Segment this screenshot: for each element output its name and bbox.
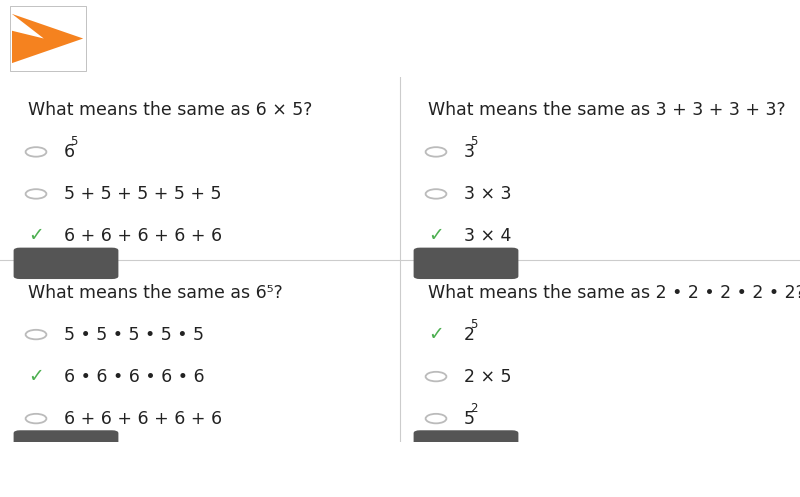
- Text: 3: 3: [464, 143, 475, 161]
- Text: What means the same as 6⁵?: What means the same as 6⁵?: [28, 284, 282, 302]
- Text: 3 × 3: 3 × 3: [464, 185, 511, 203]
- Text: COMPLETE: COMPLETE: [34, 258, 98, 268]
- Text: 6 + 6 + 6 + 6 + 6: 6 + 6 + 6 + 6 + 6: [64, 410, 222, 427]
- Text: 5 • 5 • 5 • 5 • 5: 5 • 5 • 5 • 5 • 5: [64, 326, 204, 343]
- Text: What means the same as 6 × 5?: What means the same as 6 × 5?: [28, 101, 312, 119]
- Text: 3 × 4: 3 × 4: [464, 227, 511, 245]
- Text: 5 + 5 + 5 + 5 + 5: 5 + 5 + 5 + 5 + 5: [64, 185, 222, 203]
- Text: What means the same as 3 + 3 + 3 + 3?: What means the same as 3 + 3 + 3 + 3?: [428, 101, 786, 119]
- Polygon shape: [12, 14, 83, 63]
- Text: 2: 2: [470, 402, 478, 415]
- Text: 6 • 6 • 6 • 6 • 6: 6 • 6 • 6 • 6 • 6: [64, 368, 205, 386]
- Text: ASSIGNMENT: ASSIGNMENT: [28, 64, 67, 69]
- Text: 5: 5: [470, 135, 477, 148]
- FancyBboxPatch shape: [14, 248, 118, 279]
- Text: 2 × 5: 2 × 5: [464, 368, 511, 386]
- Text: 5: 5: [464, 410, 475, 427]
- FancyBboxPatch shape: [10, 6, 86, 71]
- Text: ✓: ✓: [428, 325, 444, 344]
- Text: 5: 5: [470, 318, 477, 331]
- FancyBboxPatch shape: [414, 430, 518, 462]
- Polygon shape: [12, 14, 44, 39]
- Text: COMPLETE: COMPLETE: [434, 441, 498, 451]
- FancyBboxPatch shape: [14, 430, 118, 462]
- Text: 5: 5: [70, 135, 77, 148]
- Text: What means the same as 2 • 2 • 2 • 2 • 2?: What means the same as 2 • 2 • 2 • 2 • 2…: [428, 284, 800, 302]
- Text: 2: 2: [464, 326, 475, 343]
- FancyBboxPatch shape: [414, 248, 518, 279]
- Text: Understanding Multiplication vs. Repeated: Understanding Multiplication vs. Repeate…: [106, 16, 744, 42]
- Text: 6 + 6 + 6 + 6 + 6: 6 + 6 + 6 + 6 + 6: [64, 227, 222, 245]
- Text: COMPLETE: COMPLETE: [34, 441, 98, 451]
- Text: Multiplication: Multiplication: [106, 45, 310, 71]
- Text: ✓: ✓: [428, 227, 444, 246]
- Text: 6: 6: [64, 143, 75, 161]
- Text: ✓: ✓: [28, 227, 44, 246]
- Text: COMPLETE: COMPLETE: [434, 258, 498, 268]
- Text: ✓: ✓: [28, 367, 44, 386]
